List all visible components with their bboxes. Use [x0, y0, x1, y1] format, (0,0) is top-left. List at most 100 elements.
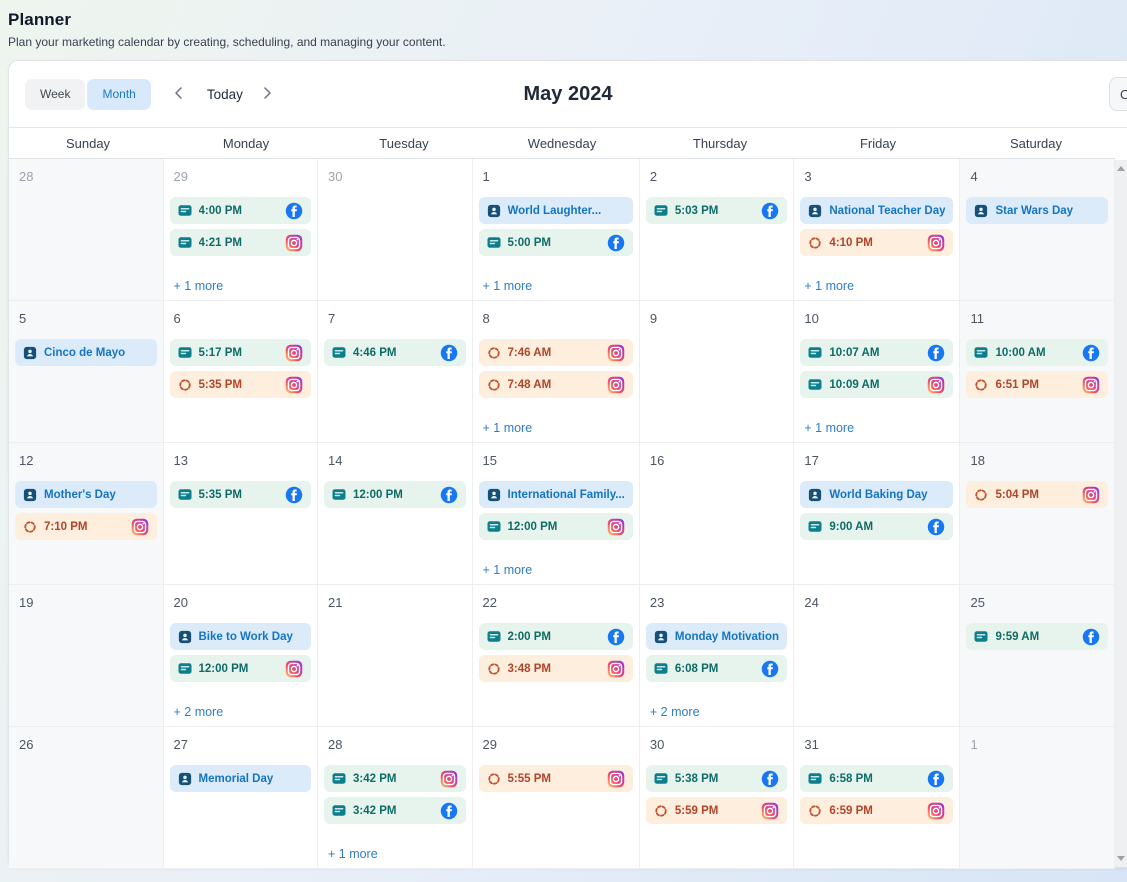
event-chip-holiday[interactable]: Cinco de Mayo — [15, 339, 157, 366]
event-chip-holiday[interactable]: World Laughter... — [478, 197, 633, 224]
event-chip-processing[interactable]: 5:04 PM — [966, 481, 1108, 508]
day-cell-15[interactable]: 15 International Family... 12:00 PM + 1 mor… — [472, 443, 640, 585]
day-cell-25[interactable]: 25 9:59 AM — [960, 585, 1115, 727]
day-cell-29[interactable]: 29 5:55 PM — [472, 727, 640, 869]
day-cell-30[interactable]: 30 5:38 PM 5:59 PM — [639, 727, 795, 869]
day-cell-30[interactable]: 30 — [318, 159, 473, 301]
event-chip-scheduled[interactable]: 5:03 PM — [645, 197, 788, 224]
day-cell-1[interactable]: 1 World Laughter... 5:00 PM + 1 more — [472, 159, 640, 301]
event-chip-processing[interactable]: 5:59 PM — [645, 797, 788, 824]
event-chip-scheduled[interactable]: 12:00 PM — [324, 481, 466, 508]
event-chip-processing[interactable]: 6:59 PM — [800, 797, 954, 824]
event-chip-scheduled[interactable]: 12:00 PM — [169, 655, 311, 682]
more-events-link[interactable]: + 1 more — [482, 563, 533, 577]
previous-period-button[interactable] — [167, 81, 191, 108]
event-chip-holiday[interactable]: Memorial Day — [169, 765, 311, 792]
more-events-link[interactable]: + 1 more — [328, 847, 378, 861]
event-chip-scheduled[interactable]: 4:46 PM — [324, 339, 466, 366]
day-cell-23[interactable]: 23 Monday Motivation 6:08 PM + 2 more — [639, 585, 795, 727]
event-chip-holiday[interactable]: National Teacher Day — [800, 197, 954, 224]
vertical-scrollbar[interactable] — [1115, 160, 1127, 867]
post-icon — [332, 804, 346, 817]
event-chip-holiday[interactable]: Monday Motivation — [645, 623, 788, 650]
more-events-link[interactable]: + 1 more — [482, 421, 533, 435]
day-cell-7[interactable]: 7 4:46 PM — [318, 301, 473, 443]
day-cell-16[interactable]: 16 — [639, 443, 795, 585]
day-cell-5[interactable]: 5 Cinco de Mayo — [9, 301, 164, 443]
more-events-link[interactable]: + 2 more — [649, 705, 700, 719]
event-label: 6:08 PM — [674, 662, 719, 675]
scroll-down-icon[interactable] — [1117, 856, 1125, 861]
event-chip-processing[interactable]: 7:46 AM — [478, 339, 633, 366]
day-number: 15 — [482, 453, 497, 468]
day-cell-3[interactable]: 3 National Teacher Day 4:10 PM + 1 more — [794, 159, 961, 301]
day-cell-13[interactable]: 13 5:35 PM — [163, 443, 318, 585]
day-cell-20[interactable]: 20 Bike to Work Day 12:00 PM + 2 more — [163, 585, 318, 727]
event-chip-processing[interactable]: 7:48 AM — [478, 371, 633, 398]
day-cell-18[interactable]: 18 5:04 PM — [960, 443, 1115, 585]
day-cell-11[interactable]: 11 10:00 AM 6:51 PM — [960, 301, 1115, 443]
event-chip-scheduled[interactable]: 10:09 AM — [800, 371, 954, 398]
scroll-up-icon[interactable] — [1117, 166, 1125, 171]
day-cell-17[interactable]: 17 World Baking Day 9:00 AM — [794, 443, 961, 585]
event-chip-processing[interactable]: 5:55 PM — [478, 765, 633, 792]
event-chip-scheduled[interactable]: 4:21 PM — [169, 229, 311, 256]
day-cell-31[interactable]: 31 6:58 PM 6:59 PM — [794, 727, 961, 869]
event-label: Star Wars Day — [995, 204, 1074, 217]
day-cell-14[interactable]: 14 12:00 PM — [318, 443, 473, 585]
more-events-link[interactable]: + 1 more — [804, 279, 855, 293]
more-events-link[interactable]: + 1 more — [173, 279, 224, 293]
event-chip-scheduled[interactable]: 5:17 PM — [169, 339, 311, 366]
event-chip-scheduled[interactable]: 5:35 PM — [169, 481, 311, 508]
day-cell-12[interactable]: 12 Mother's Day 7:10 PM — [9, 443, 164, 585]
month-view-button[interactable]: Month — [87, 78, 151, 110]
event-chip-scheduled[interactable]: 6:58 PM — [800, 765, 954, 792]
event-chip-scheduled[interactable]: 12:00 PM — [478, 513, 633, 540]
next-period-button[interactable] — [255, 81, 279, 108]
event-chip-holiday[interactable]: Star Wars Day — [966, 197, 1108, 224]
day-cell-9[interactable]: 9 — [639, 301, 795, 443]
week-view-button[interactable]: Week — [25, 78, 86, 110]
day-cell-4[interactable]: 4 Star Wars Day — [960, 159, 1115, 301]
day-cell-2[interactable]: 2 5:03 PM — [639, 159, 795, 301]
event-chip-scheduled[interactable]: 3:42 PM — [324, 765, 466, 792]
event-chip-scheduled[interactable]: 9:59 AM — [966, 623, 1108, 650]
event-chip-scheduled[interactable]: 10:00 AM — [966, 339, 1108, 366]
event-chip-scheduled[interactable]: 2:00 PM — [478, 623, 633, 650]
day-cell-22[interactable]: 22 2:00 PM 3:48 PM — [472, 585, 640, 727]
event-chip-holiday[interactable]: Bike to Work Day — [169, 623, 311, 650]
event-chip-holiday[interactable]: Mother's Day — [15, 481, 157, 508]
day-cell-24[interactable]: 24 — [794, 585, 961, 727]
event-chip-scheduled[interactable]: 5:38 PM — [645, 765, 788, 792]
event-chip-processing[interactable]: 3:48 PM — [478, 655, 633, 682]
create-button-partial[interactable]: C — [1109, 77, 1127, 111]
event-chip-scheduled[interactable]: 5:00 PM — [478, 229, 633, 256]
event-chip-processing[interactable]: 6:51 PM — [966, 371, 1108, 398]
day-cell-26[interactable]: 26 — [9, 727, 164, 869]
more-events-link[interactable]: + 1 more — [804, 421, 855, 435]
day-cell-28[interactable]: 28 — [9, 159, 164, 301]
event-chip-holiday[interactable]: World Baking Day — [800, 481, 954, 508]
day-number: 23 — [649, 595, 665, 610]
event-chip-scheduled[interactable]: 3:42 PM — [324, 797, 466, 824]
day-cell-21[interactable]: 21 — [318, 585, 473, 727]
event-chip-processing[interactable]: 5:35 PM — [169, 371, 311, 398]
event-chip-processing[interactable]: 4:10 PM — [800, 229, 954, 256]
today-button[interactable]: Today — [206, 86, 243, 102]
day-cell-10[interactable]: 10 10:07 AM 10:09 AM + 1 more — [794, 301, 961, 443]
more-events-link[interactable]: + 2 more — [173, 705, 224, 719]
day-cell-28[interactable]: 28 3:42 PM 3:42 PM + 1 more — [318, 727, 473, 869]
day-cell-27[interactable]: 27 Memorial Day — [163, 727, 318, 869]
event-chip-processing[interactable]: 7:10 PM — [15, 513, 157, 540]
day-cell-8[interactable]: 8 7:46 AM 7:48 AM + 1 more — [472, 301, 640, 443]
event-chip-scheduled[interactable]: 9:00 AM — [800, 513, 954, 540]
event-chip-holiday[interactable]: International Family... — [478, 481, 633, 508]
day-cell-1[interactable]: 1 — [960, 727, 1115, 869]
event-chip-scheduled[interactable]: 6:08 PM — [645, 655, 788, 682]
day-cell-29[interactable]: 29 4:00 PM 4:21 PM + 1 more — [163, 159, 318, 301]
event-chip-scheduled[interactable]: 10:07 AM — [800, 339, 954, 366]
day-cell-19[interactable]: 19 — [9, 585, 164, 727]
event-chip-scheduled[interactable]: 4:00 PM — [169, 197, 311, 224]
more-events-link[interactable]: + 1 more — [482, 279, 533, 293]
day-cell-6[interactable]: 6 5:17 PM 5:35 PM — [163, 301, 318, 443]
